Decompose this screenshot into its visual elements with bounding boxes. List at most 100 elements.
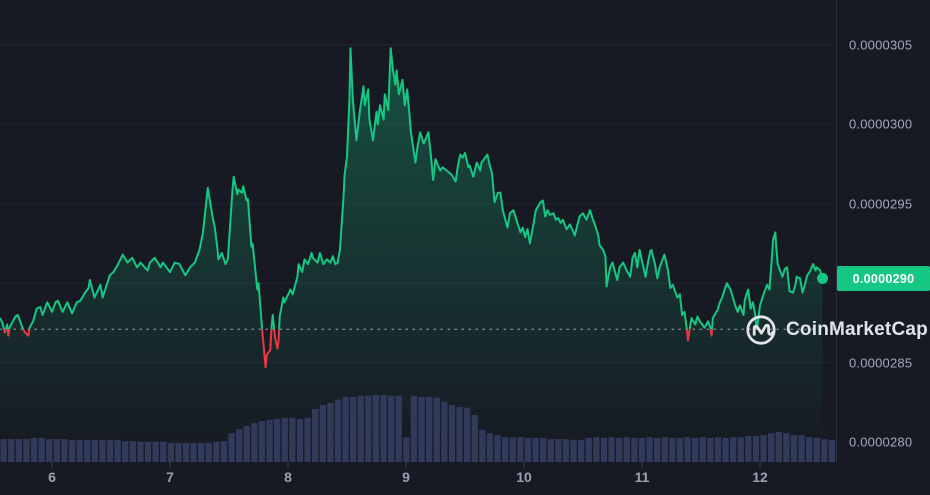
volume-bar xyxy=(167,443,174,462)
volume-bar xyxy=(281,417,288,462)
volume-bar xyxy=(160,441,167,462)
volume-bar xyxy=(198,443,205,462)
volume-bar xyxy=(509,437,516,462)
volume-bar xyxy=(365,395,372,462)
volume-bar xyxy=(547,439,554,462)
volume-bar xyxy=(532,437,539,462)
volume-bar xyxy=(745,435,752,462)
volume-bar xyxy=(585,437,592,462)
volume-bar xyxy=(410,395,418,462)
volume-bar xyxy=(638,437,646,462)
current-price-badge: 0.0000290 xyxy=(837,266,930,291)
volume-bar xyxy=(775,431,782,463)
volume-bar xyxy=(562,439,570,462)
volume-bar xyxy=(213,441,220,462)
volume-bar xyxy=(448,405,456,462)
volume-bar xyxy=(737,437,744,462)
volume-bar xyxy=(494,435,501,462)
volume-bar xyxy=(15,439,22,462)
volume-bar xyxy=(441,401,448,462)
volume-bar xyxy=(175,443,182,462)
volume-bar xyxy=(479,429,486,462)
volume-bar xyxy=(828,439,836,462)
volume-bar xyxy=(570,439,577,462)
volume-bar xyxy=(752,435,760,462)
volume-bar xyxy=(228,433,235,462)
volume-bar xyxy=(274,419,281,462)
volume-bar xyxy=(258,421,266,462)
volume-bar xyxy=(144,441,152,462)
watermark: CoinMarketCap xyxy=(745,314,928,346)
volume-bar xyxy=(8,439,15,462)
volume-bar xyxy=(418,397,425,462)
volume-bar xyxy=(692,437,699,462)
volume-bar xyxy=(616,437,623,462)
volume-bar xyxy=(122,441,129,462)
volume-bar xyxy=(714,437,722,462)
volume-bar xyxy=(464,407,471,462)
volume-bar xyxy=(296,419,304,462)
volume-bar xyxy=(334,399,342,462)
volume-bar xyxy=(631,437,638,462)
volume-bar xyxy=(395,395,402,462)
current-price-label: 0.0000290 xyxy=(852,271,915,286)
volume-bar xyxy=(106,439,114,462)
volume-bar xyxy=(486,433,494,462)
volume-bar xyxy=(768,433,775,462)
x-axis-label: 7 xyxy=(166,469,174,485)
volume-bar xyxy=(608,437,615,462)
volume-bar xyxy=(502,437,509,462)
volume-bar xyxy=(806,437,813,462)
volume-bar xyxy=(91,439,98,462)
x-axis-label: 10 xyxy=(516,469,532,485)
volume-bar xyxy=(623,437,630,462)
volume-bar xyxy=(722,437,729,462)
price-line-up xyxy=(0,47,824,330)
volume-bar xyxy=(357,395,364,462)
volume-bar xyxy=(578,439,585,462)
volume-bar xyxy=(266,419,273,462)
volume-bar xyxy=(304,417,311,462)
y-axis-label: 0.0000305 xyxy=(849,37,913,53)
volume-bar xyxy=(61,439,68,462)
volume-bar xyxy=(38,437,45,462)
volume-bar xyxy=(821,439,828,462)
volume-bar xyxy=(783,433,790,462)
volume-bar xyxy=(813,437,820,462)
volume-bar xyxy=(646,437,653,462)
volume-bar xyxy=(350,397,357,462)
volume-bar xyxy=(669,437,676,462)
y-axis-label: 0.0000295 xyxy=(849,196,913,212)
volume-bar xyxy=(555,439,562,462)
volume-bar xyxy=(730,437,737,462)
volume-bar xyxy=(23,439,30,462)
volume-bar xyxy=(137,441,144,462)
volume-bar xyxy=(699,437,706,462)
volume-bar xyxy=(684,437,691,462)
volume-bar xyxy=(205,443,212,462)
y-axis-label: 0.0000300 xyxy=(849,116,913,132)
volume-bar xyxy=(236,429,243,462)
volume-bar xyxy=(372,395,380,462)
volume-bar xyxy=(661,437,668,462)
volume-bar xyxy=(433,397,440,462)
volume-bar xyxy=(30,437,38,462)
x-axis-label: 11 xyxy=(634,469,650,485)
x-axis-label: 12 xyxy=(752,469,768,485)
watermark-brand-text: CoinMarketCap xyxy=(786,319,928,340)
volume-bar xyxy=(342,397,349,462)
volume-bar xyxy=(676,437,684,462)
volume-bar xyxy=(129,441,136,462)
volume-bar xyxy=(380,395,387,462)
volume-bar xyxy=(707,437,714,462)
y-axis-label: 0.0000285 xyxy=(849,355,913,371)
volume-bar xyxy=(600,437,608,462)
volume-bar xyxy=(53,439,60,462)
volume-bar xyxy=(327,403,334,462)
volume-bar xyxy=(312,409,319,462)
y-axis-label: 0.0000280 xyxy=(849,434,913,450)
volume-bar xyxy=(68,439,76,462)
volume-bar xyxy=(403,437,410,462)
